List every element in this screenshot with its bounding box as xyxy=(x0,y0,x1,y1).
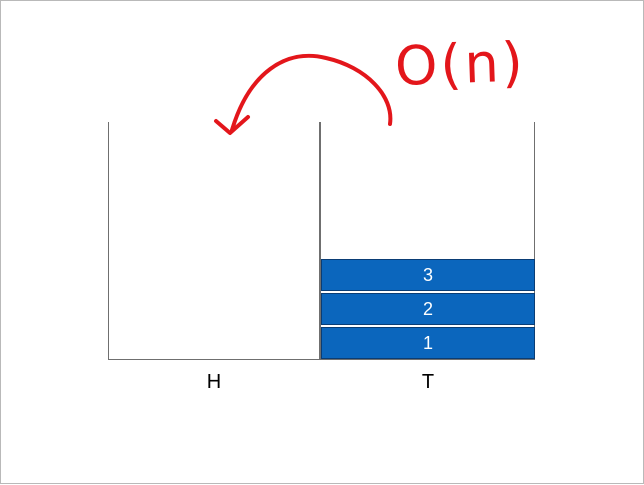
stack-h-right-wall xyxy=(319,122,320,360)
stack-t-item-3: 3 xyxy=(321,259,535,291)
stack-t-item-2: 2 xyxy=(321,293,535,325)
stack-h-label: H xyxy=(206,371,222,393)
stack-t-label: T xyxy=(421,371,435,393)
arrow-head xyxy=(214,115,250,135)
arrow-curve xyxy=(230,53,393,132)
stack-h-floor xyxy=(108,359,320,360)
stack-t-floor xyxy=(320,359,535,360)
complexity-annotation: O(n) xyxy=(393,30,527,98)
stack-t-left-wall xyxy=(320,122,321,360)
stack-t-right-wall xyxy=(534,122,535,360)
stack-h-left-wall xyxy=(108,122,109,360)
stack-t-item-1: 1 xyxy=(321,327,535,359)
